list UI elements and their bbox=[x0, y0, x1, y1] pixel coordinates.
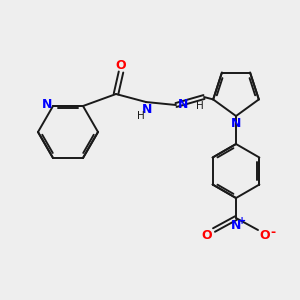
Text: O: O bbox=[202, 229, 212, 242]
Text: H: H bbox=[137, 111, 145, 121]
Text: -: - bbox=[270, 226, 276, 238]
Text: N: N bbox=[178, 98, 188, 110]
Text: O: O bbox=[116, 58, 126, 71]
Text: N: N bbox=[42, 98, 52, 110]
Text: N: N bbox=[231, 116, 241, 130]
Text: N: N bbox=[142, 103, 152, 116]
Text: N: N bbox=[231, 218, 241, 232]
Text: H: H bbox=[196, 101, 204, 111]
Text: O: O bbox=[260, 229, 270, 242]
Text: +: + bbox=[238, 216, 246, 226]
